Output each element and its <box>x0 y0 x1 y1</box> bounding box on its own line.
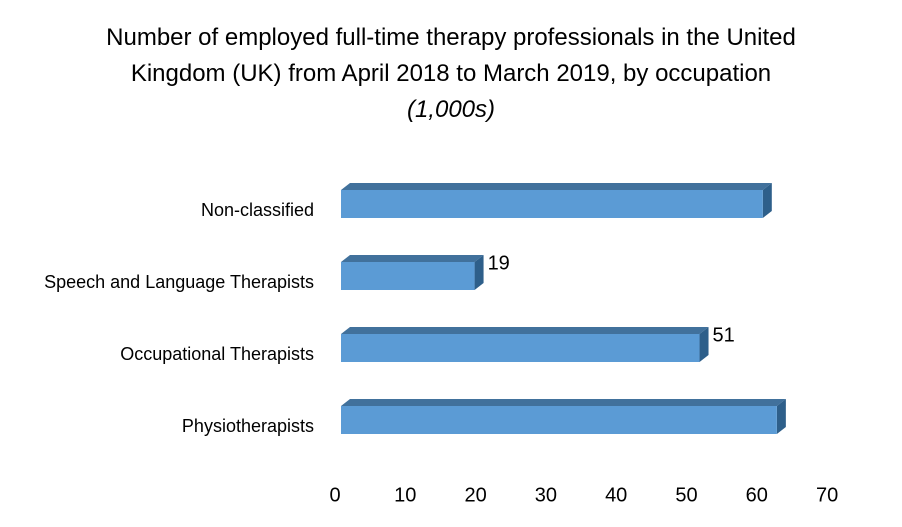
bar-top <box>341 327 709 334</box>
x-tick-label: 50 <box>675 484 697 506</box>
bar-top <box>341 183 772 190</box>
bar-side <box>776 399 786 434</box>
x-tick-label: 40 <box>605 484 627 506</box>
y-tick-label: Occupational Therapists <box>120 344 314 364</box>
bar-side <box>474 255 484 290</box>
bar-top <box>341 399 786 406</box>
x-tick-label: 0 <box>329 484 340 506</box>
bar <box>341 190 763 218</box>
x-tick-label: 60 <box>746 484 768 506</box>
y-tick-label: Physiotherapists <box>182 416 314 436</box>
y-tick-label: Non-classified <box>201 200 314 220</box>
chart-unit: (1,000s) <box>406 96 496 123</box>
x-tick-label: 10 <box>394 484 416 506</box>
bar-side <box>762 183 772 218</box>
x-tick-label: 20 <box>464 484 486 506</box>
x-tick-label: 30 <box>535 484 557 506</box>
y-tick-label: Speech and Language Therapists <box>44 272 314 292</box>
bar-side <box>699 327 709 362</box>
chart-title: Number of employed full-time therapy pro… <box>106 24 796 87</box>
chart-title-block: Number of employed full-time therapy pro… <box>90 20 812 128</box>
bar <box>341 262 475 290</box>
bar-top <box>341 255 484 262</box>
value-label: 19 <box>488 252 510 274</box>
x-tick-label: 70 <box>816 484 838 506</box>
bar <box>341 334 700 362</box>
value-label: 51 <box>713 324 735 346</box>
bar <box>341 406 777 434</box>
